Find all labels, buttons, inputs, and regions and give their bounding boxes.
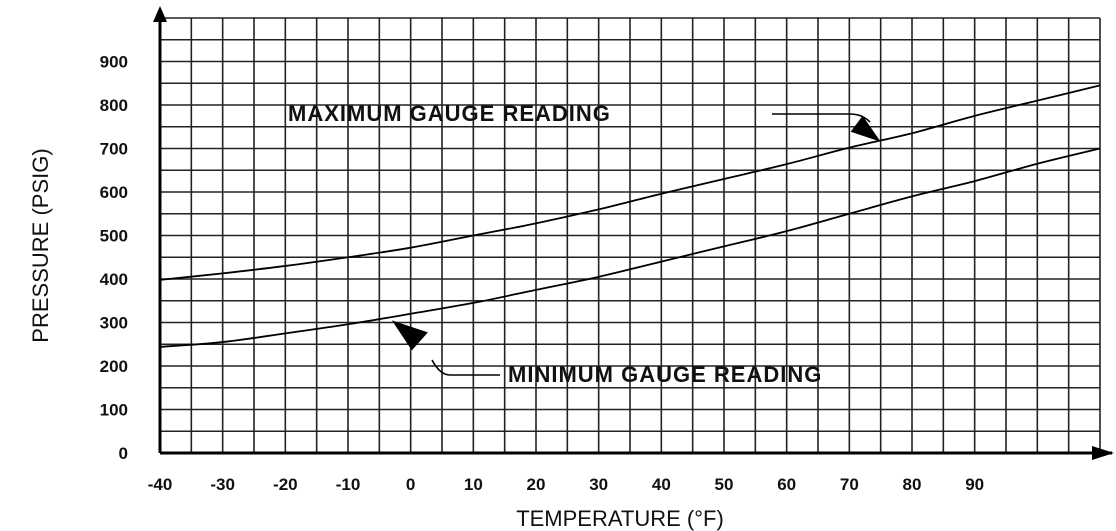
y-tick-label: 600 <box>100 183 128 202</box>
y-tick-label: 100 <box>100 401 128 420</box>
annotation-leader-minimum <box>431 359 500 376</box>
x-tick-label: 20 <box>527 475 546 494</box>
grid <box>159 17 1101 454</box>
y-axis-title: PRESSURE (PSIG) <box>28 148 53 342</box>
y-tick-label: 900 <box>100 53 128 72</box>
annotation-leader-maximum <box>772 113 871 123</box>
x-tick-label: 90 <box>965 475 984 494</box>
x-tick-label: 80 <box>903 475 922 494</box>
y-tick-label: 300 <box>100 314 128 333</box>
x-tick-label: -40 <box>148 475 173 494</box>
arrow-maximum-icon <box>850 115 881 142</box>
x-axis-title: TEMPERATURE (°F) <box>516 506 724 531</box>
y-tick-label: 800 <box>100 96 128 115</box>
x-tick-label: -10 <box>336 475 361 494</box>
y-tick-label: 500 <box>100 227 128 246</box>
annotation-minimum-gauge-reading: MINIMUM GAUGE READING <box>508 362 822 387</box>
x-tick-label: 40 <box>652 475 671 494</box>
tick-labels: -40 -30 -20 -10 0 10 20 30 40 50 60 70 80 90 900 800 700… <box>100 53 985 495</box>
axes <box>153 6 1114 460</box>
y-axis-arrow-icon <box>153 6 167 22</box>
x-tick-label: 0 <box>406 475 415 494</box>
y-tick-label: 0 <box>119 444 128 463</box>
series-line-maximum <box>159 84 1101 281</box>
y-tick-label: 700 <box>100 140 128 159</box>
series-layer <box>159 84 1101 348</box>
x-tick-label: 30 <box>589 475 608 494</box>
y-tick-label: 200 <box>100 357 128 376</box>
annotations: MAXIMUM GAUGE READING MINIMUM GAUGE READ… <box>288 101 881 387</box>
x-axis-arrow-icon <box>1092 446 1114 460</box>
y-tick-label: 400 <box>100 270 128 289</box>
arrow-minimum-icon <box>391 320 428 351</box>
annotation-maximum-gauge-reading: MAXIMUM GAUGE READING <box>288 101 611 126</box>
x-tick-label: -20 <box>273 475 298 494</box>
series-line-minimum <box>159 147 1101 348</box>
x-tick-label: 70 <box>840 475 859 494</box>
x-tick-label: -30 <box>210 475 235 494</box>
x-tick-label: 60 <box>777 475 796 494</box>
x-tick-label: 10 <box>464 475 483 494</box>
x-tick-label: 50 <box>715 475 734 494</box>
